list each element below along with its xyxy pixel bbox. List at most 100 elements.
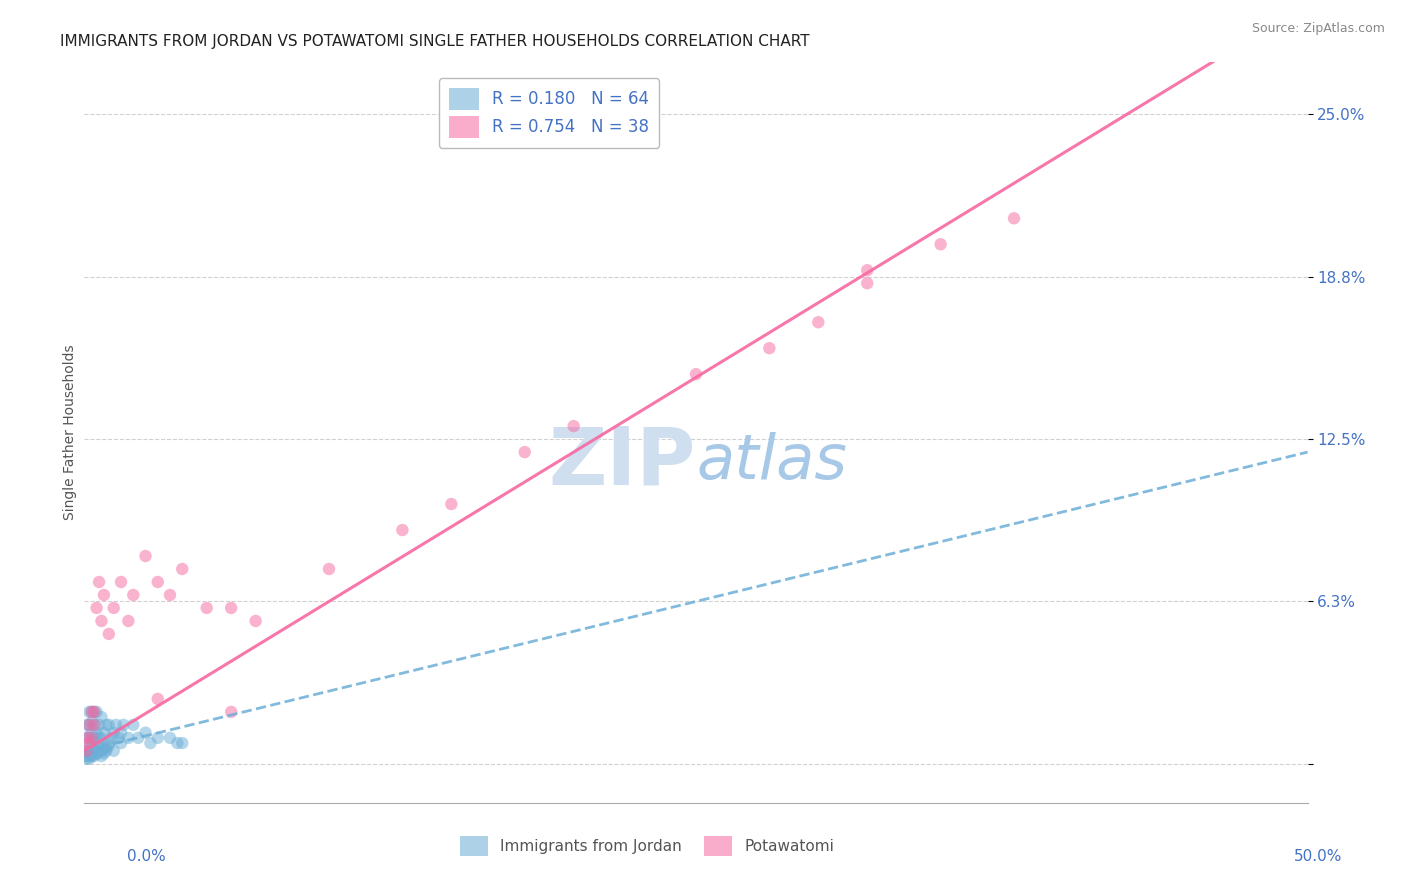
Point [135, 725, 157, 739]
Point [110, 574, 132, 589]
Point [80, 747, 103, 761]
Point [80, 749, 103, 764]
Point [107, 731, 129, 745]
Point [87, 741, 110, 756]
Point [166, 736, 188, 750]
Point [110, 725, 132, 739]
Point [83, 744, 105, 758]
Point [122, 718, 145, 732]
Point [1002, 211, 1025, 226]
Point [685, 367, 707, 381]
Point [87, 731, 110, 745]
Point [856, 263, 879, 277]
Text: Source: ZipAtlas.com: Source: ZipAtlas.com [1251, 22, 1385, 36]
Point [122, 588, 145, 602]
Point [83, 741, 105, 756]
Point [159, 588, 181, 602]
Point [76, 731, 98, 745]
Point [90, 749, 112, 764]
Point [86, 747, 108, 761]
Point [172, 562, 194, 576]
Point [93, 725, 115, 739]
Point [80, 705, 103, 719]
Point [219, 601, 242, 615]
Point [856, 277, 879, 291]
Y-axis label: Single Father Households: Single Father Households [63, 345, 77, 520]
Point [513, 445, 536, 459]
Point [80, 744, 103, 758]
Point [117, 731, 139, 745]
Point [97, 627, 120, 641]
Point [929, 237, 952, 252]
Point [117, 614, 139, 628]
Point [93, 741, 115, 756]
Point [139, 736, 162, 750]
Point [112, 718, 135, 732]
Point [318, 562, 340, 576]
Point [110, 736, 132, 750]
Point [96, 741, 118, 756]
Point [146, 692, 169, 706]
Point [80, 736, 103, 750]
Point [86, 705, 108, 719]
Point [195, 601, 218, 615]
Point [76, 718, 98, 732]
Point [103, 725, 125, 739]
Point [93, 588, 115, 602]
Point [90, 710, 112, 724]
Point [105, 718, 128, 732]
Point [76, 744, 98, 758]
Point [86, 601, 108, 615]
Point [87, 574, 110, 589]
Point [245, 614, 267, 628]
Point [219, 705, 242, 719]
Point [103, 601, 125, 615]
Point [76, 749, 98, 764]
Point [77, 718, 100, 732]
Point [86, 725, 108, 739]
Point [159, 731, 181, 745]
Point [135, 549, 157, 563]
Point [77, 751, 100, 765]
Point [758, 341, 780, 355]
Point [77, 749, 100, 764]
Point [77, 731, 100, 745]
Point [77, 741, 100, 756]
Point [807, 315, 830, 329]
Point [80, 705, 103, 719]
Point [83, 718, 105, 732]
Point [97, 739, 120, 753]
Point [87, 744, 110, 758]
Point [90, 731, 112, 745]
Point [80, 725, 103, 739]
Point [100, 731, 122, 745]
Point [562, 419, 585, 434]
Point [77, 747, 100, 761]
Point [127, 731, 149, 745]
Point [83, 731, 105, 745]
Point [87, 718, 110, 732]
Point [97, 718, 120, 732]
Point [391, 523, 413, 537]
Point [83, 705, 105, 719]
Point [77, 718, 100, 732]
Point [80, 731, 103, 745]
Point [172, 736, 194, 750]
Point [96, 718, 118, 732]
Text: ZIP: ZIP [548, 423, 696, 501]
Point [83, 705, 105, 719]
Point [86, 736, 108, 750]
Text: 50.0%: 50.0% [1295, 849, 1343, 864]
Text: atlas: atlas [696, 433, 846, 492]
Text: 0.0%: 0.0% [127, 849, 166, 864]
Point [93, 747, 115, 761]
Point [90, 744, 112, 758]
Point [90, 614, 112, 628]
Point [97, 736, 120, 750]
Point [103, 744, 125, 758]
Point [77, 705, 100, 719]
Point [77, 736, 100, 750]
Point [76, 744, 98, 758]
Point [83, 718, 105, 732]
Point [146, 574, 169, 589]
